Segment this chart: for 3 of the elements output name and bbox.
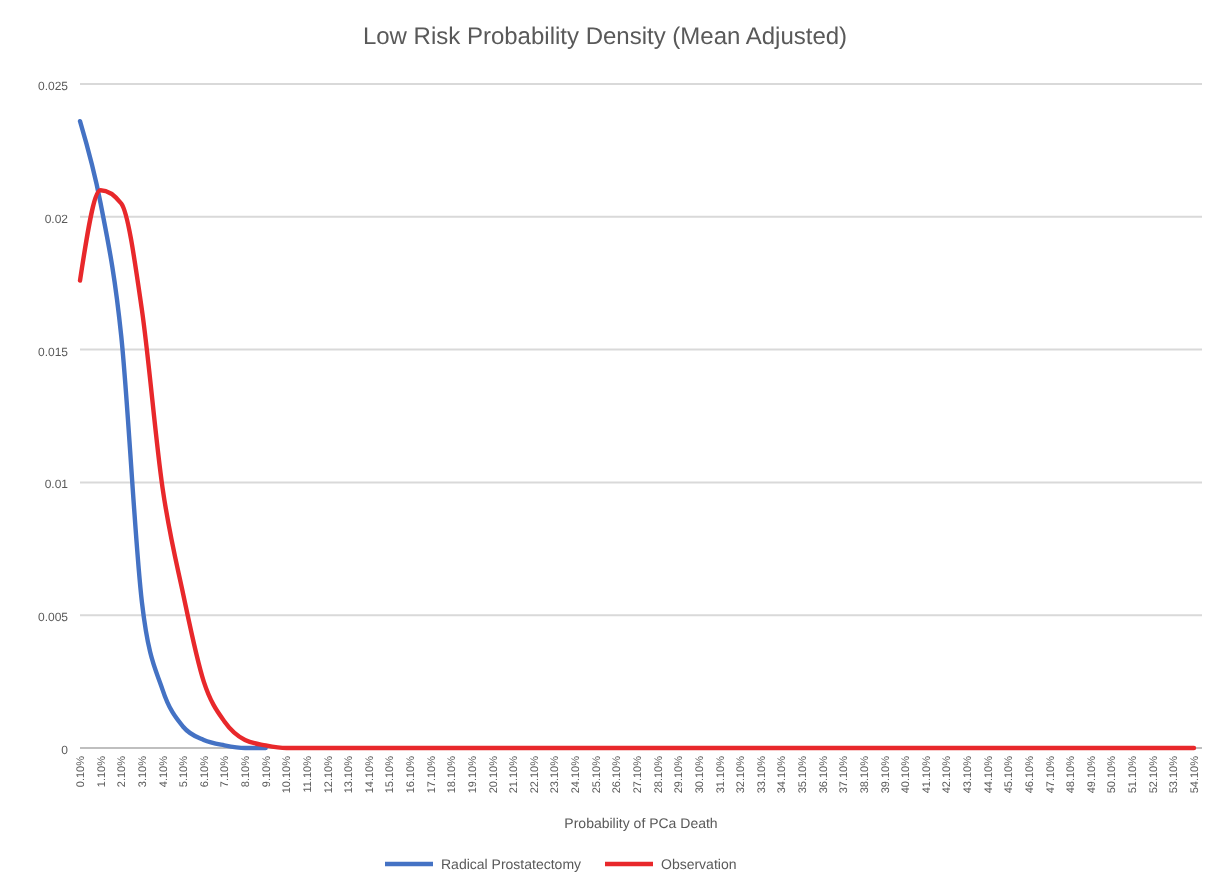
chart-title: Low Risk Probability Density (Mean Adjusted) xyxy=(362,22,848,50)
line-series xyxy=(77,188,1197,751)
line-series xyxy=(77,118,268,751)
